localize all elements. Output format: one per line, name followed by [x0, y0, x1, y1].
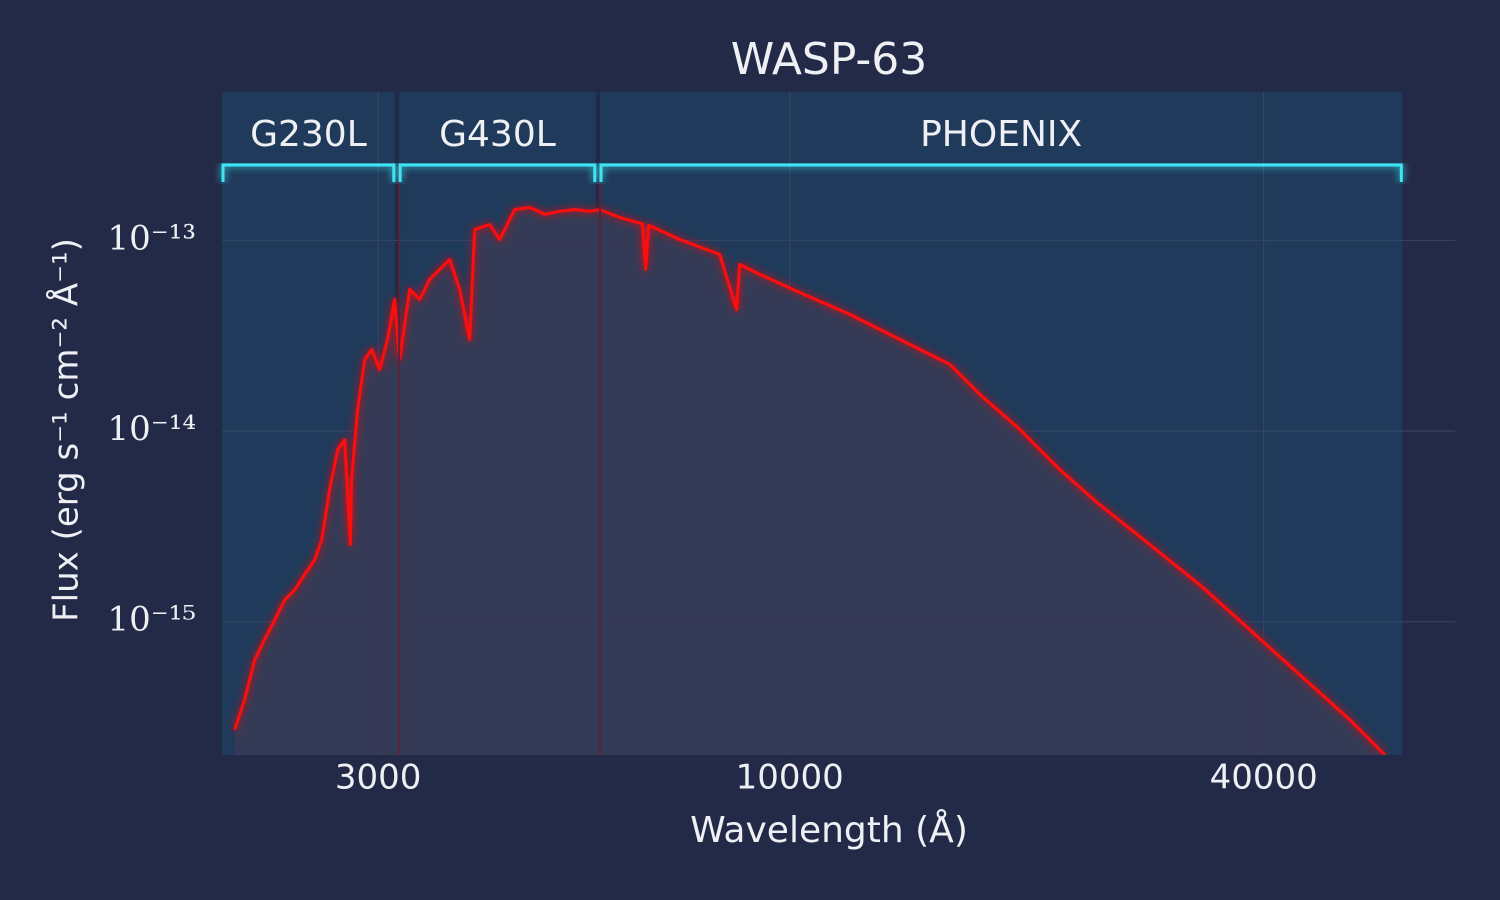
x-tick-label: 3000	[335, 758, 422, 798]
y-axis-label: Flux (erg s⁻¹ cm⁻² Å⁻¹)	[46, 238, 87, 622]
x-tick-label: 10000	[736, 758, 844, 798]
band-bracket	[221, 163, 396, 182]
y-tick-label: 10⁻¹³	[108, 218, 196, 258]
chart-title: WASP-63	[731, 34, 928, 85]
x-tick-label: 40000	[1210, 758, 1318, 798]
band-label: PHOENIX	[920, 114, 1082, 155]
spectrum-area	[234, 207, 1386, 755]
spectrum-line	[233, 205, 1387, 755]
band-bracket	[398, 163, 597, 182]
band-bracket	[599, 163, 1403, 182]
spectrum	[233, 205, 1387, 755]
y-tick-label: 10⁻¹⁵	[108, 600, 196, 640]
band-label: G430L	[439, 114, 556, 155]
plot: G230L G430L PHOENIX 3000 10000 40000 10⁻¹⁵ 10⁻¹…	[108, 92, 1455, 798]
y-tick-label: 10⁻¹⁴	[108, 409, 196, 449]
x-axis-label: Wavelength (Å)	[690, 808, 968, 851]
band-label: G230L	[250, 114, 367, 155]
